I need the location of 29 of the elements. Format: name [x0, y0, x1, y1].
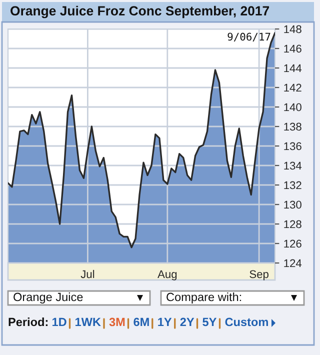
y-tick-label: 144 — [284, 64, 302, 72]
y-tick-label: 130 — [284, 200, 302, 209]
text: 1Y — [158, 318, 172, 326]
x-tick-label: Sep — [250, 270, 268, 280]
text: Compare with: — [166, 292, 242, 304]
y-tick-label: 128 — [284, 220, 302, 228]
text: 6M — [134, 318, 149, 326]
x-tick-label: Aug — [158, 270, 177, 280]
x-tick-label: Jul — [80, 270, 94, 278]
text: 1D — [52, 318, 66, 326]
y-tick-label: 126 — [284, 240, 302, 248]
y-tick-label: 146 — [284, 44, 302, 53]
text: 1WK — [75, 318, 101, 326]
chart-title: Orange Juice Froz Conc September, 2017 — [10, 6, 270, 18]
text: 2Y — [180, 318, 194, 326]
text: Orange Juice — [14, 292, 83, 304]
y-tick-label: 142 — [284, 84, 302, 92]
text: 5Y — [202, 318, 216, 326]
text: 3M — [109, 318, 125, 326]
y-tick-label: 132 — [284, 181, 302, 190]
text: Custom — [225, 318, 268, 326]
annotation: 9/06/17 — [228, 32, 270, 42]
y-tick-label: 148 — [284, 25, 302, 34]
text: Period: — [8, 317, 48, 326]
y-tick-label: 136 — [284, 142, 302, 150]
y-tick-label: 140 — [284, 103, 302, 112]
y-tick-label: 134 — [284, 162, 302, 170]
y-tick-label: 138 — [284, 122, 302, 131]
y-tick-label: 124 — [284, 259, 302, 268]
